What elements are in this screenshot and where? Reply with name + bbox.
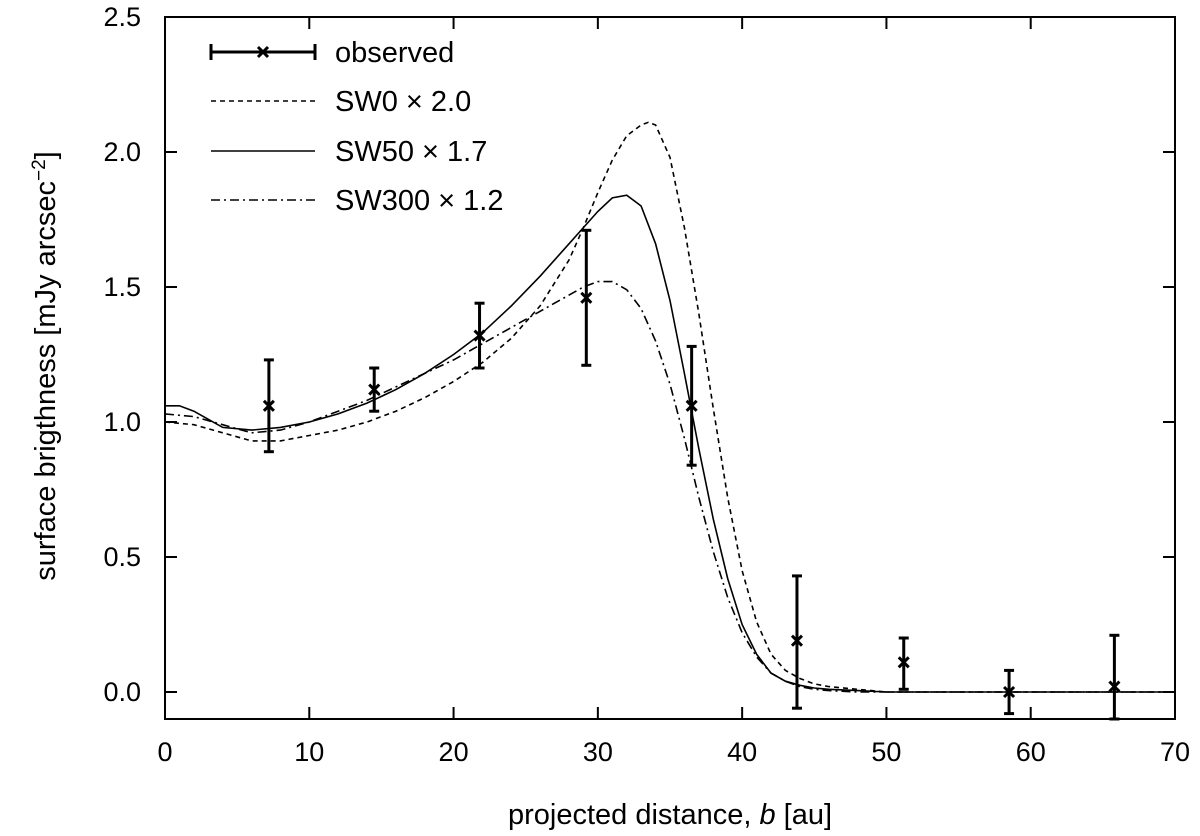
series-line-sw50: [165, 194, 1175, 693]
legend-label-sw0: SW0 × 2.0: [335, 86, 471, 118]
observed-point: [262, 399, 275, 412]
legend-label-sw50: SW50 × 1.7: [335, 136, 487, 168]
observed-point: [790, 634, 804, 647]
plot-frame: [164, 16, 1176, 720]
x-tick-label: 70: [1160, 737, 1190, 767]
observed-point: [1003, 685, 1016, 699]
legend-item-sw50: SW50 × 1.7: [211, 136, 487, 168]
series-line-sw0: [164, 121, 1175, 693]
y-tick-label: 2.5: [103, 2, 141, 32]
legend-label-observed: observed: [335, 37, 454, 69]
axes: 0 10 20 30 40 50 60 70 0.0 0.5 1.0 1.5 2.0 2.5: [103, 2, 1190, 767]
y-axis-title: surface brigthness [mJy arcsec−2]: [29, 151, 63, 580]
observed-point: [473, 329, 486, 342]
observed-point: [897, 656, 910, 669]
x-tick-label: 50: [871, 737, 901, 767]
legend-label-sw300: SW300 × 1.2: [335, 185, 503, 217]
x-tick-label: 10: [294, 737, 324, 767]
plot-area: [164, 121, 1175, 721]
x-tick-label: 40: [727, 737, 757, 767]
legend: observed SW0 × 2.0 SW50 × 1.7 SW300 × 1.…: [209, 37, 503, 217]
legend-swatch-marker: [256, 45, 270, 59]
legend-item-sw300: SW300 × 1.2: [211, 185, 503, 217]
x-tick-label: 30: [583, 737, 613, 767]
observed-point: [580, 291, 593, 304]
observed-point: [1108, 680, 1121, 693]
y-tick-label: 1.0: [103, 407, 141, 437]
y-tick-label: 0.5: [103, 542, 141, 572]
observed-point: [685, 399, 698, 412]
y-tick-label: 2.0: [103, 137, 141, 167]
x-tick-label: 60: [1016, 737, 1046, 767]
x-tick-label: 20: [439, 737, 469, 767]
y-tick-label: 0.0: [103, 677, 141, 707]
observed-point: [368, 383, 381, 396]
y-tick-label: 1.5: [103, 272, 141, 302]
legend-item-observed: observed: [209, 37, 454, 69]
series-line-sw300: [164, 280, 1175, 693]
x-tick-label: 0: [157, 737, 172, 767]
x-axis-title: projected distance, b [au]: [508, 799, 832, 831]
legend-item-sw0: SW0 × 2.0: [211, 86, 471, 118]
